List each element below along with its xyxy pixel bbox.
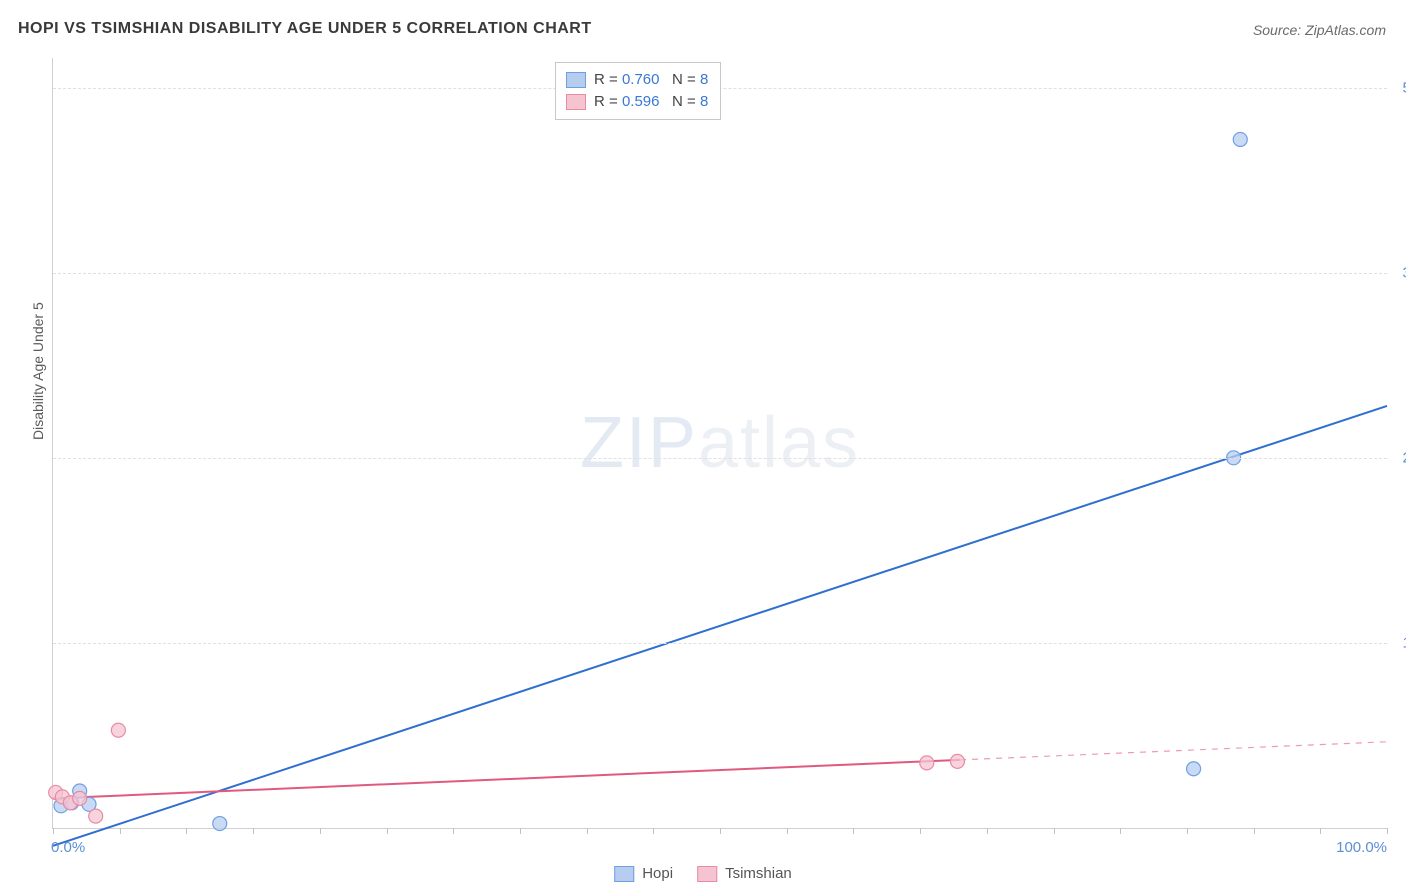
x-tick-label: 100.0% bbox=[1336, 839, 1387, 856]
chart-title: HOPI VS TSIMSHIAN DISABILITY AGE UNDER 5… bbox=[18, 20, 592, 38]
x-tick-label: 0.0% bbox=[51, 839, 85, 856]
legend-item: Hopi bbox=[614, 865, 673, 882]
x-tick bbox=[1054, 828, 1055, 834]
plot-area: ZIPatlas 12.5%25.0%37.5%50.0%0.0%100.0% bbox=[52, 58, 1387, 829]
data-point bbox=[213, 817, 227, 831]
data-point bbox=[1187, 762, 1201, 776]
x-tick bbox=[120, 828, 121, 834]
legend-stat-row: R = 0.760 N = 8 bbox=[566, 69, 708, 91]
legend-stat-text: R = 0.760 N = 8 bbox=[594, 69, 708, 91]
x-tick bbox=[1187, 828, 1188, 834]
legend-stats: R = 0.760 N = 8R = 0.596 N = 8 bbox=[555, 62, 721, 120]
x-tick bbox=[320, 828, 321, 834]
y-axis-label: Disability Age Under 5 bbox=[30, 302, 46, 440]
x-tick bbox=[587, 828, 588, 834]
regression-line-dashed bbox=[960, 742, 1387, 760]
y-tick-label: 37.5% bbox=[1391, 264, 1406, 281]
data-point bbox=[89, 809, 103, 823]
y-tick-label: 12.5% bbox=[1391, 634, 1406, 651]
y-tick-label: 25.0% bbox=[1391, 449, 1406, 466]
x-tick bbox=[720, 828, 721, 834]
gridline bbox=[53, 643, 1387, 644]
x-tick bbox=[1120, 828, 1121, 834]
data-point bbox=[920, 756, 934, 770]
x-tick bbox=[1320, 828, 1321, 834]
legend-swatch bbox=[566, 72, 586, 88]
data-point bbox=[950, 754, 964, 768]
legend-stat-row: R = 0.596 N = 8 bbox=[566, 91, 708, 113]
x-tick bbox=[987, 828, 988, 834]
data-point bbox=[111, 723, 125, 737]
data-point bbox=[73, 791, 87, 805]
legend-series: Hopi Tsimshian bbox=[614, 865, 792, 882]
x-tick bbox=[186, 828, 187, 834]
source-label: Source: ZipAtlas.com bbox=[1253, 22, 1386, 38]
x-tick bbox=[1387, 828, 1388, 834]
x-tick bbox=[253, 828, 254, 834]
y-tick-label: 50.0% bbox=[1391, 79, 1406, 96]
regression-line bbox=[53, 760, 960, 799]
gridline bbox=[53, 458, 1387, 459]
x-tick bbox=[1254, 828, 1255, 834]
x-tick bbox=[920, 828, 921, 834]
legend-swatch bbox=[614, 866, 634, 882]
gridline bbox=[53, 273, 1387, 274]
x-tick bbox=[387, 828, 388, 834]
regression-line bbox=[53, 406, 1387, 846]
x-tick bbox=[453, 828, 454, 834]
data-point bbox=[1233, 132, 1247, 146]
legend-swatch bbox=[566, 94, 586, 110]
legend-stat-text: R = 0.596 N = 8 bbox=[594, 91, 708, 113]
x-tick bbox=[787, 828, 788, 834]
x-tick bbox=[53, 828, 54, 834]
plot-svg bbox=[53, 58, 1387, 828]
legend-label: Tsimshian bbox=[725, 865, 792, 882]
legend-label: Hopi bbox=[642, 865, 673, 882]
x-tick bbox=[853, 828, 854, 834]
x-tick bbox=[653, 828, 654, 834]
x-tick bbox=[520, 828, 521, 834]
legend-swatch bbox=[697, 866, 717, 882]
legend-item: Tsimshian bbox=[697, 865, 792, 882]
